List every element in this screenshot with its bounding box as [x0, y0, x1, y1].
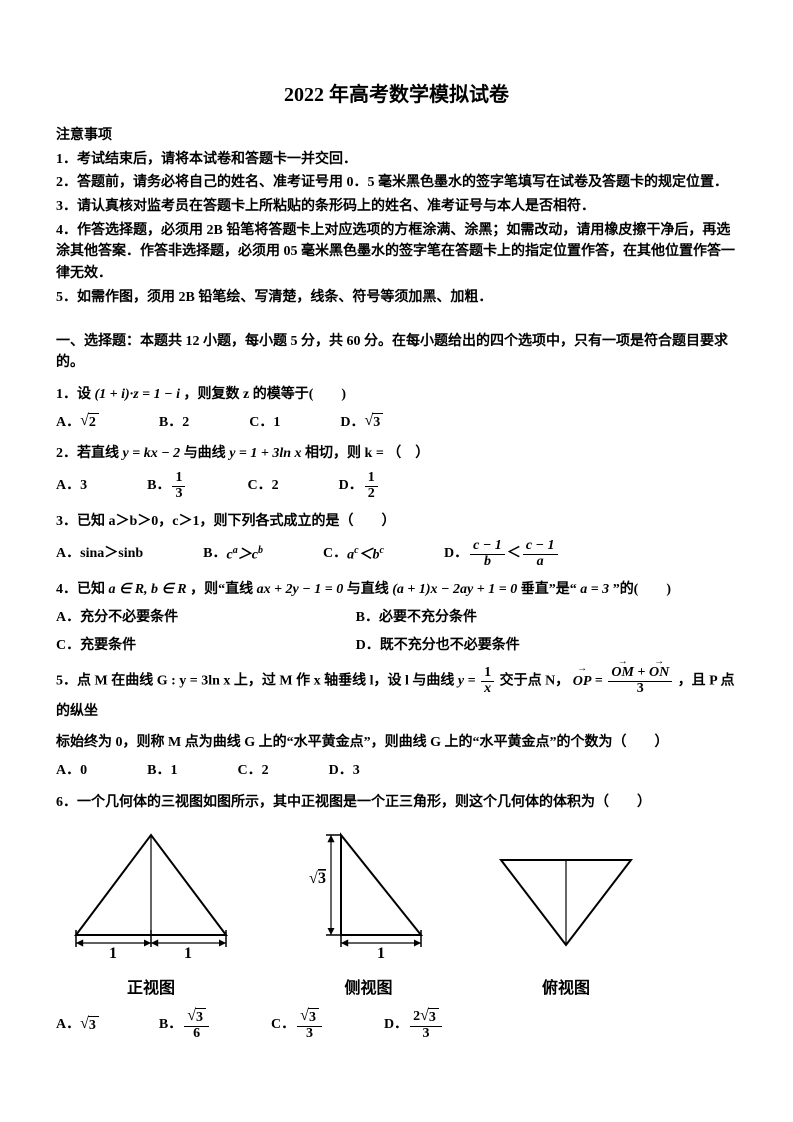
exam-page: 2022 年高考数学模拟试卷 注意事项 1．考试结束后，请将本试卷和答题卡一并交…	[0, 0, 793, 1092]
q5-opt-b: B．1	[147, 760, 177, 782]
q2-opt-b: B．13	[147, 471, 187, 501]
q3-opt-c: C．ac＜bc	[323, 539, 384, 569]
q4-line2: (a + 1)x − 2ay + 1 = 0	[392, 582, 517, 597]
vector-OP: OP	[573, 667, 592, 696]
page-title: 2022 年高考数学模拟试卷	[56, 80, 737, 111]
question-2: 2．若直线 y = kx − 2 与曲线 y = 1 + 3ln x 相切，则 …	[56, 443, 737, 465]
q5-options: A．0 B．1 C．2 D．3	[56, 760, 737, 782]
q4-opt-a: A．充分不必要条件	[56, 607, 356, 629]
top-view-label: 俯视图	[491, 977, 641, 1002]
q2-opt-c: C．2	[247, 471, 278, 501]
q4-opt-c: C．充要条件	[56, 635, 356, 657]
side-view-svg: √ 3 1	[301, 825, 436, 965]
q1-opt-d: D．3	[340, 412, 383, 434]
instruction-line: 2．答题前，请务必将自己的姓名、准考证号用 0．5 毫米黑色墨水的签字笔填写在试…	[56, 172, 737, 194]
q3-opt-a: A．sina＞sinb	[56, 539, 143, 569]
vector-ON: ON	[649, 666, 669, 681]
instructions-block: 注意事项 1．考试结束后，请将本试卷和答题卡一并交回． 2．答题前，请务必将自己…	[56, 125, 737, 309]
q5-opt-a: A．0	[56, 760, 87, 782]
q2-curve-eq: y = 1 + 3ln x	[229, 446, 301, 461]
q2-prefix: 2．若直线	[56, 446, 123, 461]
instructions-header: 注意事项	[56, 125, 737, 147]
q2-options: A．3 B．13 C．2 D．12	[56, 471, 737, 501]
q5-line2: 标始终为 0，则称 M 点为曲线 G 上的“水平黄金点”，则曲线 G 上的“水平…	[56, 732, 737, 754]
q1-stem-suffix: ，则复数 z 的模等于( )	[184, 387, 347, 402]
q5-opt-d: D．3	[329, 760, 360, 782]
q4-cond2: a = 3	[580, 582, 609, 597]
q2-suffix: 相切，则 k = （ ）	[305, 446, 429, 461]
q4-prefix: 4．已知	[56, 582, 109, 597]
question-3: 3．已知 a＞b＞0，c＞1，则下列各式成立的是（ ）	[56, 511, 737, 533]
side-view-label: 侧视图	[301, 977, 436, 1002]
q4-opt-d: D．既不充分也不必要条件	[356, 635, 656, 657]
q5-line1a: 5．点 M 在曲线 G : y = 3ln x 上，过 M 作 x 轴垂线 l，…	[56, 674, 458, 689]
front-view-label: 正视图	[56, 977, 246, 1002]
q1-opt-b: B．2	[159, 412, 189, 434]
dim-sqrt3: √	[309, 870, 318, 887]
q2-line-eq: y = kx − 2	[123, 446, 181, 461]
q2-opt-a: A．3	[56, 471, 87, 501]
q6-diagrams: 1 1 正视图	[56, 825, 737, 1001]
q1-options: A．2 B．2 C．1 D．3	[56, 412, 737, 434]
dim-1-left: 1	[109, 945, 117, 962]
q4-options: A．充分不必要条件 B．必要不充分条件 C．充要条件 D．既不充分也不必要条件	[56, 607, 737, 656]
q6-opt-c: C．33	[271, 1008, 324, 1042]
q6-opt-d: D．233	[384, 1008, 444, 1042]
instruction-line: 3．请认真核对监考员在答题卡上所粘贴的条形码上的姓名、准考证号与本人是否相符．	[56, 196, 737, 218]
top-view-svg	[491, 845, 641, 965]
front-view-svg: 1 1	[56, 825, 246, 965]
section-1-header: 一、选择题：本题共 12 小题，每小题 5 分，共 60 分。在每小题给出的四个…	[56, 331, 737, 374]
q4-opt-b: B．必要不充分条件	[356, 607, 656, 629]
instruction-line: 5．如需作图，须用 2B 铅笔绘、写清楚，线条、符号等须加黑、加粗．	[56, 287, 737, 309]
top-view-block: 俯视图	[491, 845, 641, 1001]
vector-OM: OM	[611, 666, 634, 681]
q1-opt-c: C．1	[249, 412, 280, 434]
q5-opt-c: C．2	[237, 760, 268, 782]
front-view-block: 1 1 正视图	[56, 825, 246, 1001]
q1-expression: (1 + i)·z = 1 − i	[95, 387, 181, 402]
question-5: 5．点 M 在曲线 G : y = 3ln x 上，过 M 作 x 轴垂线 l，…	[56, 666, 737, 726]
q4-line1: ax + 2y − 1 = 0	[257, 582, 344, 597]
q1-stem-prefix: 1．设	[56, 387, 91, 402]
q1-opt-a: A．2	[56, 412, 99, 434]
q6-options: A．3 B．36 C．33 D．233	[56, 1008, 737, 1042]
q3-opt-d: D．c − 1b＜c − 1a	[444, 539, 560, 569]
dim-1-side: 1	[377, 945, 385, 962]
q4-cond: a ∈ R, b ∈ R	[109, 582, 187, 597]
q2-mid: 与曲线	[184, 446, 230, 461]
q3-opt-b: B．ca＞cb	[203, 539, 263, 569]
q6-opt-b: B．36	[159, 1008, 211, 1042]
instruction-line: 1．考试结束后，请将本试卷和答题卡一并交回．	[56, 149, 737, 171]
q6-opt-a: A．3	[56, 1008, 99, 1042]
q3-options: A．sina＞sinb B．ca＞cb C．ac＜bc D．c − 1b＜c −…	[56, 539, 737, 569]
question-6: 6．一个几何体的三视图如图所示，其中正视图是一个正三角形，则这个几何体的体积为（…	[56, 792, 737, 814]
question-1: 1．设 (1 + i)·z = 1 − i ，则复数 z 的模等于( )	[56, 384, 737, 406]
instruction-line: 4．作答选择题，必须用 2B 铅笔将答题卡上对应选项的方框涂满、涂黑；如需改动，…	[56, 220, 737, 285]
question-4: 4．已知 a ∈ R, b ∈ R ，则“直线 ax + 2y − 1 = 0 …	[56, 579, 737, 601]
dim-1-right: 1	[184, 945, 192, 962]
q2-opt-d: D．12	[339, 471, 380, 501]
side-view-block: √ 3 1 侧视图	[301, 825, 436, 1001]
dim-sqrt3-rad: 3	[318, 870, 326, 887]
